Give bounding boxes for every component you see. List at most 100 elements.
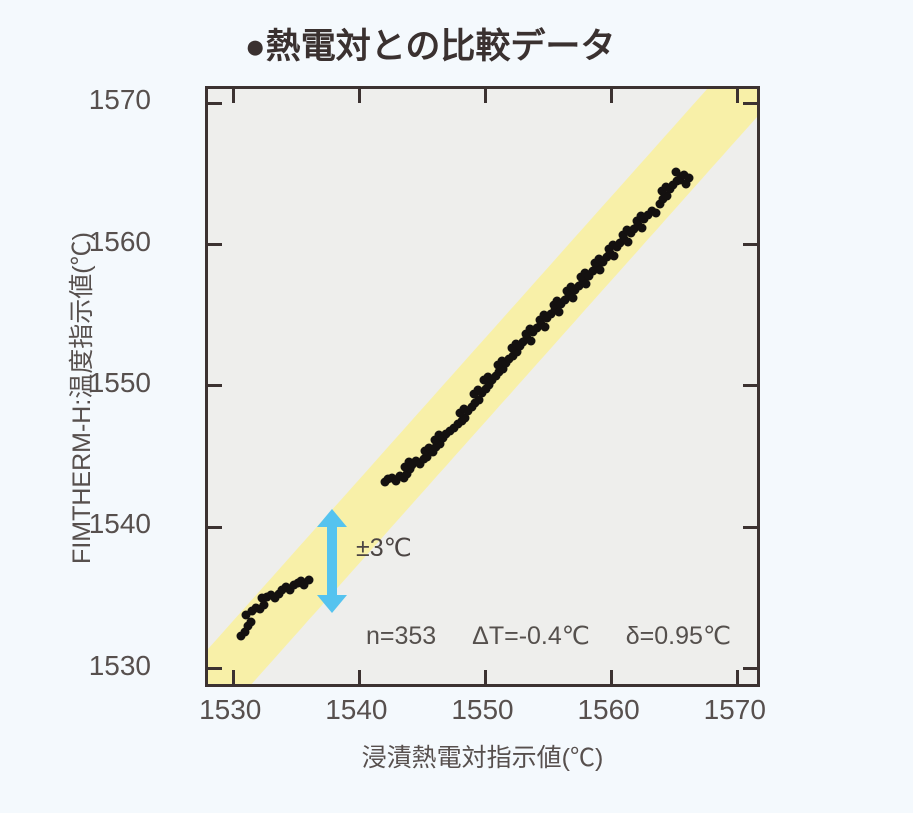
scatter-point xyxy=(402,469,412,479)
scatter-point xyxy=(467,402,477,412)
y-tick-label: 1560 xyxy=(88,225,151,257)
y-tick-mark xyxy=(208,243,222,247)
arrow-shaft xyxy=(327,525,337,597)
x-axis-title: 浸漬熱電対指示値(℃) xyxy=(361,744,604,772)
y-tick-label: 1550 xyxy=(88,366,151,398)
x-tick-label: 1530 xyxy=(199,694,262,725)
scatter-point xyxy=(438,433,448,443)
scatter-point xyxy=(498,364,508,374)
y-tick-mark xyxy=(208,101,222,105)
y-tick-mark xyxy=(743,525,757,529)
scatter-point xyxy=(574,281,584,291)
scatter-point xyxy=(469,389,479,399)
y-tick-mark xyxy=(208,667,222,671)
y-tick-label: 1570 xyxy=(88,84,151,116)
scatter-point xyxy=(528,327,538,337)
scatter-point xyxy=(428,447,438,457)
scatter-point xyxy=(484,380,494,390)
x-tick-mark xyxy=(610,89,614,103)
scatter-point xyxy=(526,336,536,346)
scatter-point xyxy=(581,279,591,289)
scatter-point xyxy=(662,191,672,201)
scatter-point xyxy=(615,238,625,248)
scatter-point xyxy=(623,237,633,247)
scatter-point xyxy=(639,214,649,224)
scatter-point xyxy=(655,199,665,209)
scatter-point xyxy=(681,179,691,189)
scatter-point xyxy=(626,228,636,238)
scatter-point xyxy=(259,600,268,610)
scatter-point xyxy=(512,347,522,357)
scatter-point xyxy=(671,167,681,177)
x-tick-label: 1560 xyxy=(577,694,640,725)
scatter-point xyxy=(474,395,484,405)
scatter-point xyxy=(632,216,642,225)
x-tick-mark xyxy=(736,670,740,684)
scatter-point xyxy=(629,224,639,234)
y-tick-mark xyxy=(743,667,757,671)
scatter-point xyxy=(508,351,518,361)
y-tick-mark xyxy=(208,384,222,388)
sample-count-label: n=353 xyxy=(366,622,437,650)
scatter-point xyxy=(679,170,689,180)
scatter-point xyxy=(304,575,314,585)
scatter-point xyxy=(540,322,550,332)
scatter-point xyxy=(549,300,559,310)
scatter-point xyxy=(407,460,417,470)
x-tick-mark xyxy=(736,89,740,103)
scatter-point xyxy=(576,272,586,282)
scatter-point xyxy=(430,435,440,445)
scatter-point xyxy=(609,251,619,261)
scatter-point xyxy=(598,257,608,267)
scatter-point xyxy=(270,593,280,603)
scatter-point xyxy=(612,242,622,252)
scatter-point xyxy=(588,266,598,276)
x-tick-mark xyxy=(610,670,614,684)
tolerance-arrow-icon xyxy=(317,509,347,613)
scatter-point xyxy=(568,293,578,303)
scatter-point xyxy=(246,617,256,627)
y-tick-label: 1540 xyxy=(88,508,151,540)
scatter-point xyxy=(546,309,556,319)
scatter-point xyxy=(560,295,570,305)
scatter-point xyxy=(521,329,531,339)
x-tick-mark xyxy=(231,89,235,103)
scatter-point xyxy=(481,384,490,394)
scatter-point xyxy=(657,186,667,196)
scatter-point xyxy=(590,258,600,268)
scatter-point xyxy=(241,610,251,620)
arrow-head-down-icon xyxy=(317,595,347,613)
scatter-point xyxy=(422,452,432,462)
scatter-point xyxy=(675,175,685,184)
plot-area: ±3℃ n=353 ΔT=-0.4℃ δ=0.95℃ xyxy=(205,86,760,687)
scatter-point xyxy=(415,459,425,469)
scatter-point xyxy=(604,244,614,254)
y-tick-mark xyxy=(208,525,222,529)
scatter-point xyxy=(637,223,647,233)
scatter-point xyxy=(243,621,253,631)
x-tick-mark xyxy=(357,89,361,103)
scatter-point xyxy=(684,173,694,183)
scatter-point xyxy=(405,464,415,474)
scatter-point xyxy=(542,313,552,323)
scatter-point xyxy=(556,299,566,309)
y-tick-mark xyxy=(743,384,757,388)
scatter-point xyxy=(463,406,473,416)
scatter-point xyxy=(602,252,612,262)
scatter-point xyxy=(570,285,580,295)
x-tick-mark xyxy=(357,670,361,684)
y-tick-mark xyxy=(743,243,757,247)
scatter-point xyxy=(449,423,459,433)
scatter-point xyxy=(595,265,605,275)
arrow-head-up-icon xyxy=(317,509,347,527)
scatter-point xyxy=(493,360,503,370)
scatter-point xyxy=(391,476,401,486)
chart-title: ●熱電対との比較データ xyxy=(244,27,616,66)
sigma-label: δ=0.95℃ xyxy=(625,622,732,650)
y-tick-mark xyxy=(743,101,757,105)
scatter-point xyxy=(400,462,410,472)
scatter-point xyxy=(274,589,284,599)
scatter-point xyxy=(399,473,408,483)
scatter-point xyxy=(554,307,564,317)
